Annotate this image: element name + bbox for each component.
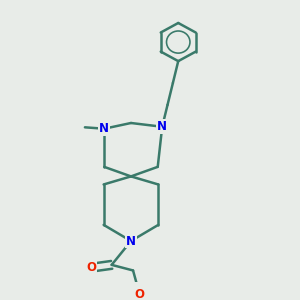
Text: N: N: [99, 122, 109, 135]
Text: O: O: [86, 261, 96, 274]
Text: N: N: [157, 120, 167, 133]
Text: N: N: [126, 235, 136, 248]
Text: O: O: [135, 288, 145, 300]
